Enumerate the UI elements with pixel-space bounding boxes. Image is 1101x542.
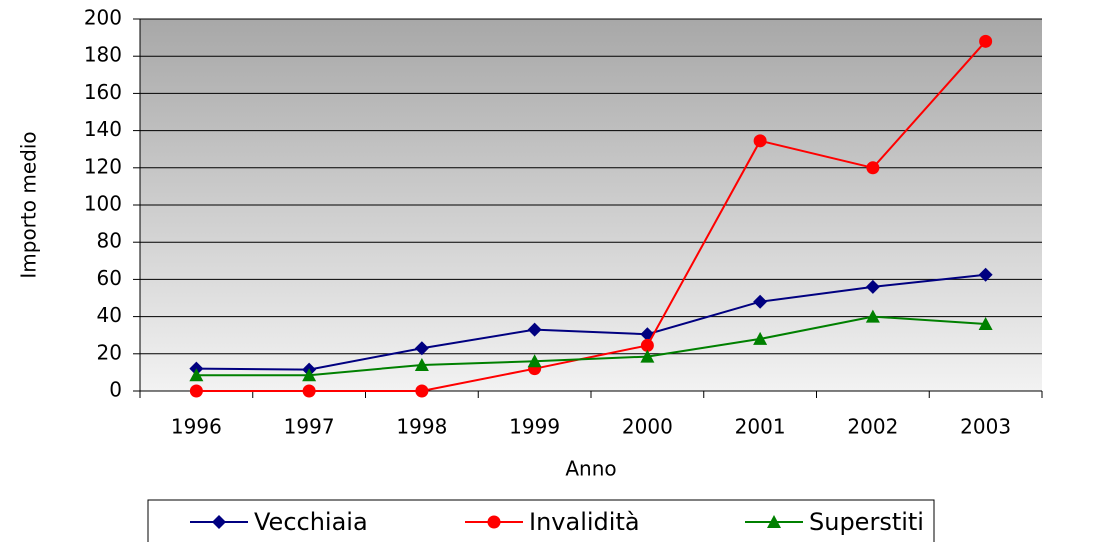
x-tick-label: 1997 <box>284 415 335 439</box>
marker <box>527 322 542 337</box>
series-line <box>196 273 986 371</box>
legend-label: Vecchiaia <box>254 508 368 536</box>
marker <box>640 349 655 363</box>
marker <box>865 279 880 294</box>
marker <box>302 368 317 382</box>
marker <box>753 331 768 345</box>
marker <box>753 134 767 148</box>
series-line <box>196 40 987 392</box>
marker <box>415 384 429 398</box>
y-tick-label: 120 <box>84 154 122 178</box>
y-axis-label: Importo medio <box>17 131 41 278</box>
marker <box>414 341 429 356</box>
y-tick-label: 200 <box>84 6 122 30</box>
marker <box>302 384 316 398</box>
marker <box>189 368 204 382</box>
marker <box>753 294 768 309</box>
y-tick-label: 20 <box>97 340 122 364</box>
y-tick-label: 80 <box>97 229 122 253</box>
marker <box>865 309 880 323</box>
marker <box>212 515 226 529</box>
legend-label: Invalidità <box>529 508 640 536</box>
marker <box>189 384 203 398</box>
x-axis-label: Anno <box>565 457 616 481</box>
x-tick-label: 1999 <box>509 415 560 439</box>
marker <box>527 354 542 368</box>
marker <box>979 34 993 48</box>
legend-label: Superstiti <box>809 508 924 536</box>
y-tick-label: 0 <box>109 378 122 402</box>
y-tick-label: 140 <box>84 117 122 141</box>
x-tick-label: 2003 <box>960 415 1011 439</box>
y-tick-label: 60 <box>97 266 122 290</box>
marker <box>414 357 429 371</box>
y-tick-label: 160 <box>84 80 122 104</box>
x-tick-label: 2001 <box>735 415 786 439</box>
marker <box>767 515 781 528</box>
y-tick-label: 40 <box>97 303 122 327</box>
y-tick-label: 100 <box>84 192 122 216</box>
y-tick-label: 180 <box>84 43 122 67</box>
series-line <box>196 315 986 377</box>
marker <box>866 161 880 175</box>
x-tick-label: 1996 <box>171 415 222 439</box>
x-tick-label: 2000 <box>622 415 673 439</box>
marker <box>487 515 501 529</box>
marker <box>978 317 993 331</box>
x-tick-label: 2002 <box>847 415 898 439</box>
marker <box>640 338 654 352</box>
x-tick-label: 1998 <box>396 415 447 439</box>
marker <box>978 267 993 282</box>
